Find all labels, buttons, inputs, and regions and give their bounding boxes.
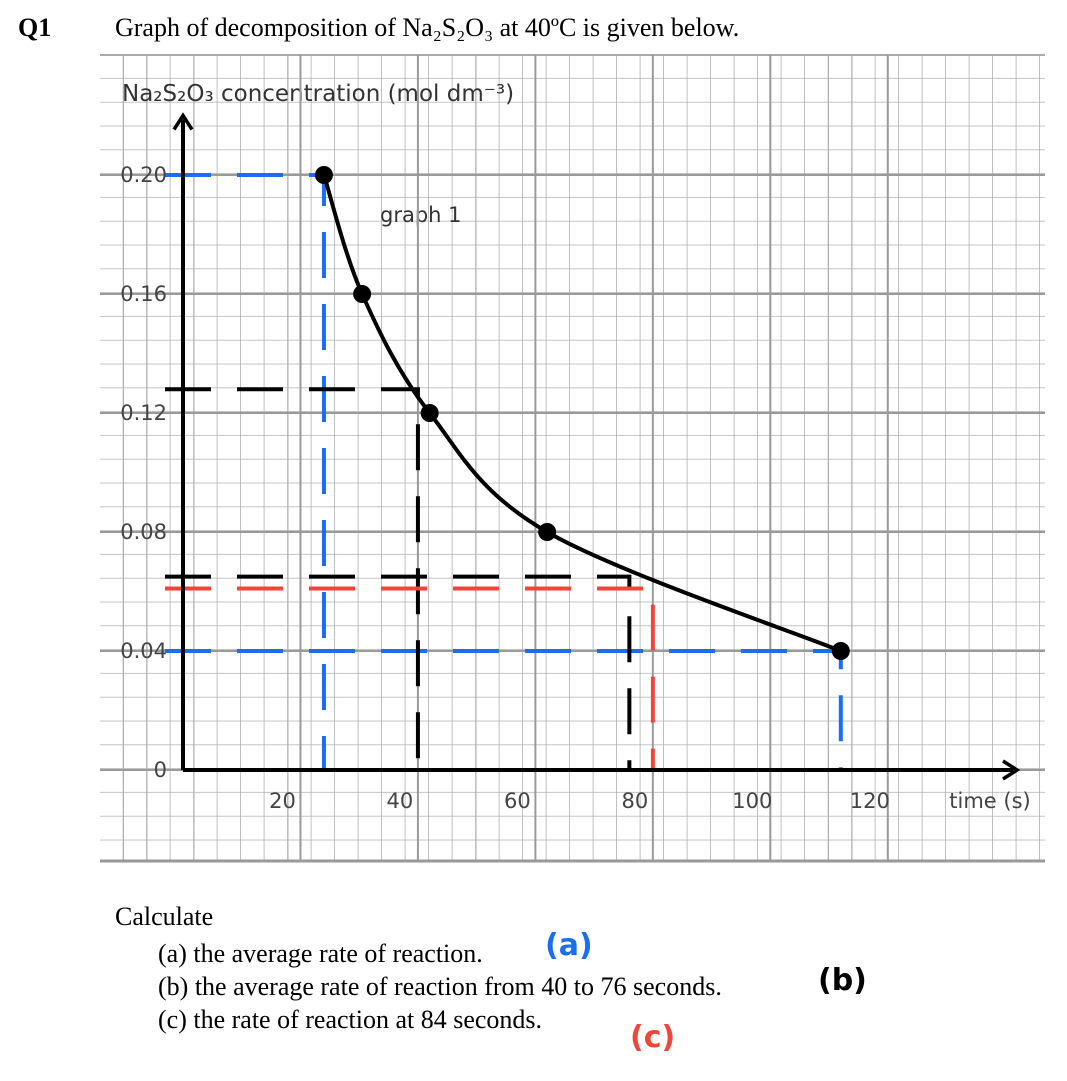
y-tick-label: 0.20	[120, 163, 167, 187]
x-tick-label: 60	[504, 789, 531, 813]
y-axis-arrow	[172, 112, 194, 131]
data-point	[538, 523, 557, 541]
prompt-item: (b) the average rate of reaction from 40…	[158, 972, 722, 1001]
guide-line	[165, 586, 655, 770]
y-tick-label: 0.12	[120, 401, 167, 425]
handwritten-label: (a)	[545, 928, 593, 963]
handwritten-label: (b)	[818, 963, 867, 998]
y-axis-label: Na₂S₂O₃ concentration (mol dm⁻³)	[122, 81, 514, 107]
data-point	[314, 166, 333, 184]
data-point	[831, 642, 850, 660]
question-number: Q1	[18, 13, 51, 42]
graph-annotation: graph 1	[380, 203, 462, 227]
data-point	[353, 285, 372, 303]
data-point	[420, 404, 439, 422]
x-tick-label: 100	[732, 789, 772, 813]
y-tick-label: 0.04	[120, 639, 167, 663]
prompt-item: (a) the average rate of reaction.	[158, 939, 483, 968]
guide-line	[165, 387, 420, 770]
guide-line	[165, 574, 632, 770]
x-tick-label: 20	[269, 789, 296, 813]
y-tick-label: 0.16	[120, 282, 167, 306]
x-axis-label: time (s)	[949, 789, 1030, 813]
y-tick-label: 0.08	[120, 520, 167, 544]
curve	[322, 174, 842, 653]
prompt-lead: Calculate	[115, 902, 213, 931]
handwritten-label: (c)	[630, 1020, 675, 1055]
y-tick-label: 0	[154, 758, 167, 782]
question-text: Graph of decomposition of Na₂S₂O₃ at 40º…	[115, 13, 739, 42]
x-axis-arrow	[1002, 759, 1021, 781]
prompt-item: (c) the rate of reaction at 84 seconds.	[158, 1005, 542, 1034]
x-tick-label: 80	[621, 789, 648, 813]
x-tick-label: 40	[387, 789, 414, 813]
x-tick-label: 120	[850, 789, 890, 813]
